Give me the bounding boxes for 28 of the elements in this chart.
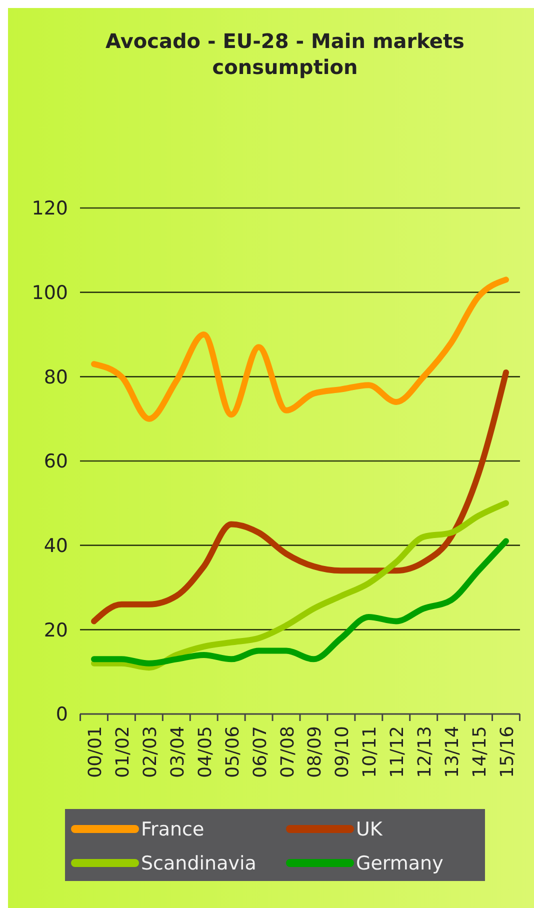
x-tick-label: 10/11 <box>360 726 381 778</box>
chart-title: Avocado - EU-28 - Main markets consumption <box>106 29 464 79</box>
x-tick-label: 01/02 <box>112 726 134 778</box>
x-tick-label: 11/12 <box>387 726 408 778</box>
x-tick-label: 02/03 <box>140 726 161 778</box>
x-tick-label: 13/14 <box>442 726 464 778</box>
x-tick-label: 15/16 <box>497 726 518 778</box>
y-tick-label: 20 <box>44 619 68 642</box>
x-tick-label: 00/01 <box>85 726 106 778</box>
x-tick-label: 04/05 <box>194 726 216 778</box>
legend-label: UK <box>356 818 383 841</box>
legend-label: France <box>141 818 204 841</box>
x-tick-label: 05/06 <box>222 726 244 778</box>
x-tick-label: 03/04 <box>167 726 188 778</box>
y-tick-label: 40 <box>44 534 68 557</box>
x-tick-label: 12/13 <box>414 726 436 778</box>
y-tick-label: 120 <box>32 198 68 220</box>
y-tick-label: 0 <box>56 704 68 726</box>
y-tick-label: 80 <box>44 366 68 388</box>
x-tick-label: 09/10 <box>332 726 354 778</box>
legend-label: Scandinavia <box>141 852 256 875</box>
y-tick-label: 60 <box>44 450 68 473</box>
legend-label: Germany <box>356 852 444 875</box>
x-tick-label: 08/09 <box>304 726 326 778</box>
x-tick-label: 14/15 <box>470 726 491 778</box>
x-tick-label: 06/07 <box>250 726 271 778</box>
x-tick-label: 07/08 <box>277 726 298 778</box>
y-tick-label: 100 <box>32 282 68 304</box>
